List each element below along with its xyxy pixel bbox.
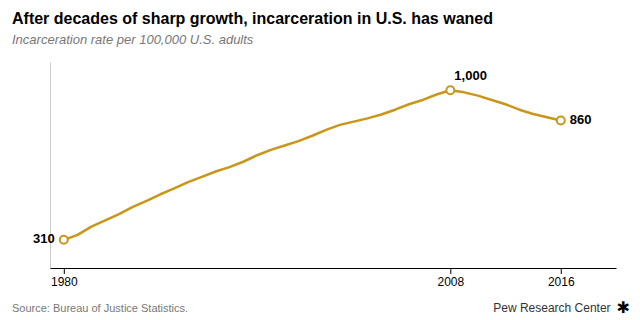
x-tick: 2008 (437, 268, 464, 289)
logo: ✱ (617, 298, 630, 317)
point-marker (557, 117, 565, 125)
source: Source: Bureau of Justice Statistics. (12, 302, 188, 314)
x-axis: 1980 2008 2016 (51, 268, 617, 289)
x-tick: 2016 (548, 268, 575, 289)
annotation: 1,000 (454, 68, 487, 83)
x-axis-line (51, 268, 617, 269)
x-tick-label: 2008 (437, 275, 464, 289)
plot: 1980 2008 2016 310 1,000 860 (33, 63, 616, 289)
title: After decades of sharp growth, incarcera… (12, 10, 493, 27)
x-tick-label: 1980 (51, 275, 78, 289)
annotations: 310 1,000 860 (33, 68, 591, 247)
x-tick-mark (64, 268, 65, 274)
subtitle: Incarceration rate per 100,000 U.S. adul… (12, 32, 254, 47)
x-tick: 1980 (51, 268, 78, 289)
credit: Pew Research Center (493, 301, 610, 315)
x-tick-label: 2016 (548, 275, 575, 289)
x-tick-mark (450, 268, 451, 274)
point-marker (446, 86, 454, 94)
marks (60, 86, 565, 244)
chart: After decades of sharp growth, incarcera… (0, 0, 640, 320)
point-marker (60, 236, 68, 244)
line (64, 90, 561, 240)
annotation: 860 (570, 112, 592, 127)
annotation: 310 (33, 231, 55, 246)
x-tick-mark (561, 268, 562, 274)
